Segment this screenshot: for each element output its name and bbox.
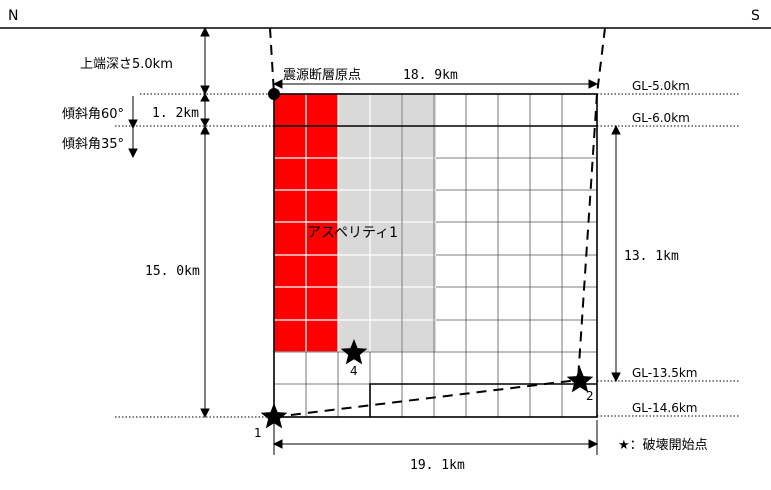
dip-60-label: 傾斜角60° [62, 107, 124, 122]
asperity-background-area [338, 94, 436, 352]
rupture-point-1-label: 1 [254, 426, 262, 440]
dip-35-label: 傾斜角35° [62, 137, 124, 152]
bottom-length-dimension [272, 420, 599, 455]
origin-label: 震源断層原点 [283, 68, 361, 83]
rupture-star-4 [340, 339, 368, 365]
rupture-point-4-label: 4 [350, 364, 358, 378]
fault-outline [273, 93, 598, 418]
dim-top-length-label: 18. 9km [403, 68, 458, 83]
rupture-star-1 [260, 403, 288, 429]
dim-15-0-label: 15. 0km [145, 264, 200, 279]
legend-label: ★：破壊開始点 [618, 438, 708, 453]
dashed-guides [269, 27, 606, 418]
dim-13-1-label: 13. 1km [624, 249, 679, 264]
north-label: N [8, 8, 18, 24]
rupture-stars [260, 339, 594, 429]
rupture-star-2 [566, 367, 594, 393]
dim-bottom-length-label: 19. 1km [410, 458, 465, 473]
gl-14-6-label: GL-14.6km [632, 401, 697, 415]
top-depth-label: 上端深さ5.0km [80, 57, 173, 72]
top-length-dimension [272, 79, 599, 89]
gl-6-0-label: GL-6.0km [632, 111, 690, 125]
gl-dotted-lines [115, 93, 740, 418]
asperity-label: アスペリティ1 [307, 225, 398, 241]
south-label: S [751, 8, 760, 24]
right-dimension-line [611, 124, 621, 383]
fault-origin-point [268, 88, 280, 100]
gl-13-5-label: GL-13.5km [632, 366, 697, 380]
left-dimension-lines [128, 26, 210, 419]
gl-5-0-label: GL-5.0km [632, 79, 690, 93]
dim-1-2-label: 1. 2km [152, 106, 199, 121]
rupture-point-2-label: 2 [586, 389, 594, 403]
